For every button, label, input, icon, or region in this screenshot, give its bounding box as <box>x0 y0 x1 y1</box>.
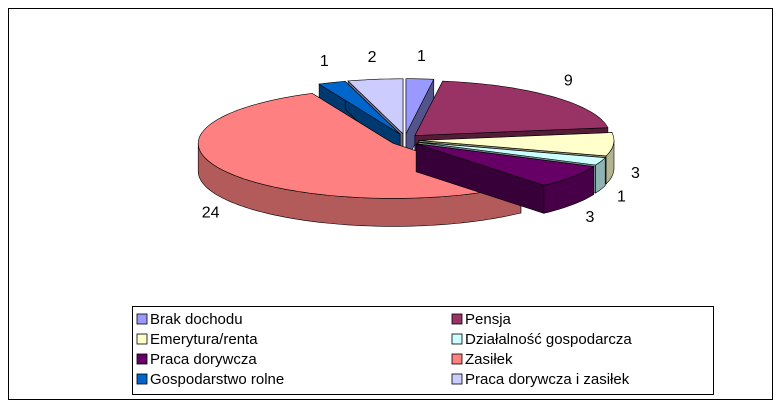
legend-swatch <box>136 353 148 365</box>
slice-top <box>416 143 595 186</box>
legend-swatch <box>451 313 463 325</box>
slice-top <box>405 78 435 134</box>
legend-label: Działalność gospodarcza <box>465 331 632 348</box>
data-label: 9 <box>564 72 573 89</box>
legend-swatch <box>136 313 148 325</box>
data-label: 3 <box>631 165 640 182</box>
legend-swatch <box>136 333 148 345</box>
legend-swatch <box>451 373 463 385</box>
legend-swatch <box>451 333 463 345</box>
slice-top <box>418 132 615 157</box>
legend-label: Pensja <box>465 311 512 328</box>
slice-top <box>318 80 401 135</box>
legend-label: Brak dochodu <box>150 311 243 328</box>
legend-label: Zasiłek <box>465 351 513 368</box>
legend-label: Emerytura/renta <box>150 331 258 348</box>
slice-top <box>414 80 609 136</box>
slice-top <box>347 78 404 135</box>
data-label: 1 <box>320 53 329 70</box>
legend-label: Gospodarstwo rolne <box>150 371 284 388</box>
legend-swatch <box>136 373 148 385</box>
legend-swatch <box>451 353 463 365</box>
legend-box <box>132 306 714 395</box>
data-label: 2 <box>368 49 377 66</box>
legend-label: Praca dorywcza i zasiłek <box>465 371 630 388</box>
data-label: 1 <box>617 188 626 205</box>
data-label: 1 <box>417 48 426 65</box>
slice <box>415 143 595 214</box>
legend-label: Praca dorywcza <box>150 351 257 368</box>
slice-top <box>418 141 606 166</box>
data-label: 3 <box>585 209 594 226</box>
data-label: 24 <box>202 204 220 221</box>
